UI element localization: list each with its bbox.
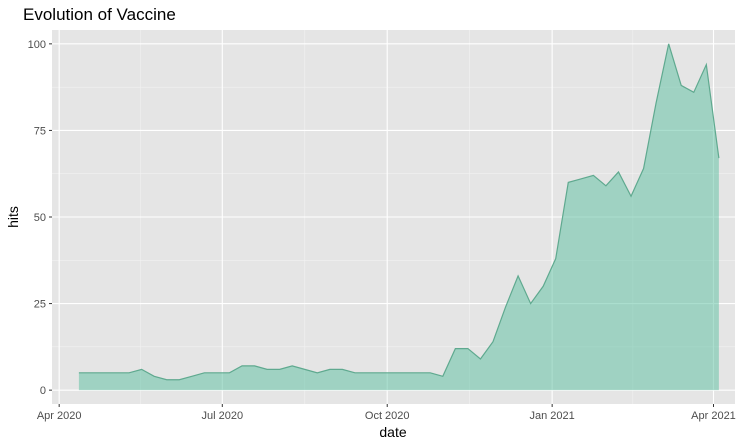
y-axis: 0 25 50 75 100 [28, 39, 52, 397]
y-tick-label: 0 [40, 385, 46, 397]
y-tick-label: 100 [28, 39, 46, 51]
y-axis-title: hits [5, 206, 21, 228]
area-fill [78, 43, 719, 391]
area-outline [78, 43, 720, 381]
y-tick-label: 50 [34, 212, 46, 224]
x-tick-label: Jul 2020 [202, 410, 244, 422]
x-tick-label: Oct 2020 [365, 410, 410, 422]
x-tick-label: Apr 2021 [691, 410, 736, 422]
chart-title: Evolution of Vaccine [23, 5, 176, 24]
x-axis-title: date [379, 424, 406, 440]
y-tick-label: 25 [34, 299, 46, 311]
x-tick-label: Jan 2021 [530, 410, 575, 422]
x-tick-label: Apr 2020 [37, 410, 82, 422]
y-tick-label: 75 [34, 125, 46, 137]
x-axis: Apr 2020 Jul 2020 Oct 2020 Jan 2021 Apr 2021 [37, 404, 736, 422]
